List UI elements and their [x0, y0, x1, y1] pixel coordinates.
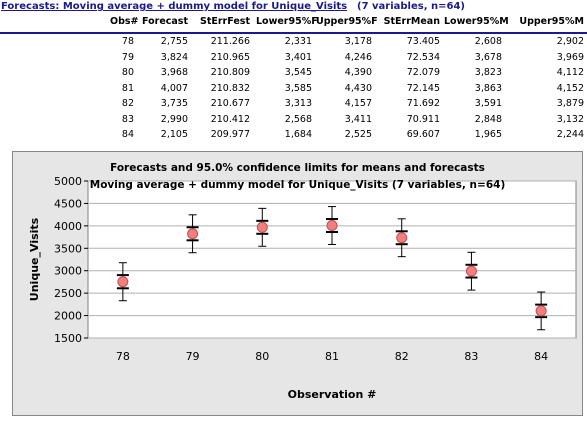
table-cell[interactable]: 210.832	[210, 82, 250, 94]
forecast-point	[465, 265, 477, 277]
table-cell[interactable]: 3,411	[344, 113, 372, 125]
chart-title: Forecasts and 95.0% confidence limits fo…	[110, 162, 485, 174]
table-cell[interactable]: 4,390	[344, 67, 372, 78]
y-axis-label: Unique_Visits	[28, 217, 41, 301]
x-tick-label: 79	[186, 350, 200, 363]
table-cell[interactable]: 1,965	[474, 129, 502, 140]
table-cell[interactable]: 70.911	[406, 113, 440, 125]
x-tick-label: 80	[255, 350, 269, 363]
table-cell[interactable]: 73.405	[406, 36, 440, 47]
y-tick-label: 4500	[54, 197, 82, 210]
table-cell[interactable]: 2,902	[556, 36, 584, 47]
y-tick-label: 5000	[54, 175, 82, 188]
x-tick-label: 83	[464, 350, 478, 363]
table-cell[interactable]: 2,525	[344, 129, 372, 140]
table-cell[interactable]: 3,313	[284, 98, 312, 109]
table-cell[interactable]: 84	[121, 129, 134, 140]
table-cell[interactable]: 2,568	[284, 113, 312, 125]
column-header[interactable]: Forecast	[142, 16, 188, 27]
table-cell[interactable]: 2,608	[474, 36, 502, 47]
column-header[interactable]: StErrMean	[383, 16, 440, 27]
sheet-title: Forecasts: Moving average + dummy model …	[1, 1, 348, 12]
table-cell[interactable]: 3,879	[556, 98, 584, 109]
table-cell[interactable]: 72.145	[406, 82, 440, 94]
column-header[interactable]: StErrFest	[200, 16, 250, 27]
x-tick-label: 78	[116, 350, 130, 363]
x-tick-label: 82	[395, 350, 409, 363]
sheet-title-row: Forecasts: Moving average + dummy model …	[0, 0, 587, 14]
table-cell[interactable]: 3,863	[474, 82, 502, 94]
y-tick-label: 3000	[54, 265, 82, 278]
x-axis-label: Observation #	[288, 388, 377, 401]
table-cell[interactable]: 72.534	[406, 51, 440, 63]
table-cell[interactable]: 79	[121, 51, 134, 63]
sheet-title-note: (7 variables, n=64)	[357, 1, 465, 12]
header-rule	[0, 32, 587, 34]
table-cell[interactable]: 4,112	[556, 67, 584, 78]
forecast-point	[256, 221, 268, 233]
table-cell[interactable]: 2,105	[160, 129, 188, 140]
table-cell[interactable]: 3,678	[474, 51, 502, 63]
table-cell[interactable]: 210.412	[210, 113, 250, 125]
table-cell[interactable]: 81	[121, 82, 134, 94]
y-tick-label: 2000	[54, 310, 82, 323]
table-cell[interactable]: 80	[121, 67, 134, 78]
table-cell[interactable]: 82	[121, 98, 134, 109]
table-cell[interactable]: 2,244	[556, 129, 584, 140]
table-cell[interactable]: 4,246	[344, 51, 372, 63]
table-cell[interactable]: 2,331	[284, 36, 312, 47]
table-cell[interactable]: 72.079	[406, 67, 440, 78]
column-header[interactable]: Upper95%F	[316, 16, 378, 27]
table-cell[interactable]: 3,132	[556, 113, 584, 125]
forecast-point	[326, 220, 338, 232]
forecast-point	[396, 232, 408, 244]
table-cell[interactable]: 4,157	[344, 98, 372, 109]
column-header[interactable]: Obs#	[110, 16, 139, 27]
x-tick-label: 84	[534, 350, 548, 363]
column-header[interactable]: Lower95%F	[256, 16, 318, 27]
table-cell[interactable]: 3,545	[284, 67, 312, 78]
table-cell[interactable]: 3,824	[160, 51, 188, 63]
table-cell[interactable]: 3,968	[160, 67, 188, 78]
y-tick-label: 3500	[54, 242, 82, 255]
table-cell[interactable]: 2,990	[160, 113, 188, 125]
forecast-point	[117, 276, 129, 288]
table-cell[interactable]: 3,401	[284, 51, 312, 63]
forecast-point	[535, 305, 547, 317]
table-cell[interactable]: 4,430	[344, 82, 372, 94]
table-cell[interactable]: 210.965	[210, 51, 250, 63]
y-tick-label: 2500	[54, 287, 82, 300]
y-tick-label: 1500	[54, 332, 82, 345]
table-cell[interactable]: 69.607	[406, 129, 440, 140]
table-cell[interactable]: 2,848	[474, 113, 502, 125]
y-tick-label: 4000	[54, 220, 82, 233]
x-tick-label: 81	[325, 350, 339, 363]
table-cell[interactable]: 3,178	[344, 36, 372, 47]
table-cell[interactable]: 210.677	[210, 98, 250, 109]
table-cell[interactable]: 78	[121, 36, 134, 47]
table-cell[interactable]: 83	[121, 113, 134, 125]
table-cell[interactable]: 3,735	[160, 98, 188, 109]
table-cell[interactable]: 4,007	[160, 82, 188, 94]
table-cell[interactable]: 3,585	[284, 82, 312, 94]
table-cell[interactable]: 1,684	[284, 129, 312, 140]
chart-subtitle: Moving average + dummy model for Unique_…	[90, 179, 506, 191]
column-header[interactable]: Lower95%M	[444, 16, 509, 27]
table-cell[interactable]: 210.809	[210, 67, 250, 78]
table-cell[interactable]: 3,823	[474, 67, 502, 78]
table-cell[interactable]: 3,969	[556, 51, 584, 63]
table-cell[interactable]: 4,152	[556, 82, 584, 94]
table-cell[interactable]: 3,591	[474, 98, 502, 109]
table-cell[interactable]: 209.977	[210, 129, 250, 140]
forecast-point	[187, 228, 199, 240]
table-cell[interactable]: 2,755	[160, 36, 188, 47]
plot-area	[87, 180, 577, 339]
column-header[interactable]: Upper95%M	[519, 16, 584, 27]
table-cell[interactable]: 71.692	[406, 98, 440, 109]
table-cell[interactable]: 211.266	[210, 36, 250, 47]
